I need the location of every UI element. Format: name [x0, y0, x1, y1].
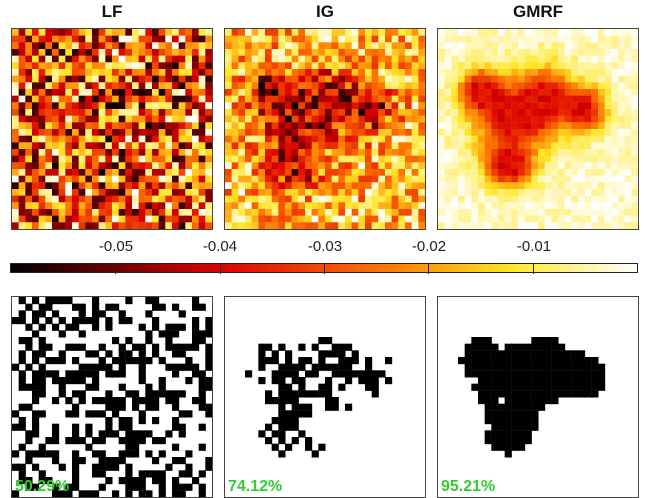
accuracy-label-ig: 74.12%	[228, 478, 283, 495]
colorbar-tick-label: -0.02	[411, 238, 447, 255]
mask-ig-canvas	[225, 297, 425, 497]
heatmap-gmrf	[437, 28, 639, 230]
heatmap-lf-canvas	[12, 29, 212, 229]
panel-title-ig: IG	[316, 2, 334, 21]
colorbar-tick-label: -0.01	[516, 238, 552, 255]
colorbar-tick-label: -0.03	[307, 238, 343, 255]
mask-gmrf-canvas	[438, 297, 638, 497]
mask-lf	[11, 296, 213, 498]
mask-lf-canvas	[12, 297, 212, 497]
mask-gmrf	[437, 296, 639, 498]
heatmap-ig-canvas	[225, 29, 425, 229]
panel-title-gmrf: GMRF	[512, 2, 564, 21]
colorbar-tick	[428, 264, 430, 274]
colorbar-tick	[219, 264, 221, 274]
heatmap-lf	[11, 28, 213, 230]
colorbar-tick	[324, 264, 325, 274]
colorbar-tick-label: -0.05	[98, 238, 134, 255]
mask-ig	[224, 296, 426, 498]
colorbar	[10, 263, 638, 274]
colorbar-tick	[115, 264, 117, 274]
heatmap-ig	[224, 28, 426, 230]
accuracy-label-lf: 50.29%	[15, 478, 70, 495]
colorbar-tick	[532, 264, 534, 274]
panel-title-lf: LF	[101, 2, 123, 21]
accuracy-label-gmrf: 95.21%	[441, 478, 496, 495]
heatmap-gmrf-canvas	[438, 29, 638, 229]
colorbar-tick-label: -0.04	[202, 238, 238, 255]
